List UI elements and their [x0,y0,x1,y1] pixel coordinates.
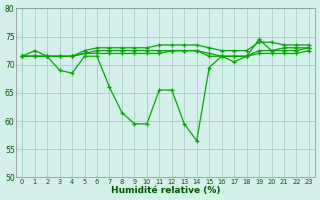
X-axis label: Humidité relative (%): Humidité relative (%) [111,186,220,195]
